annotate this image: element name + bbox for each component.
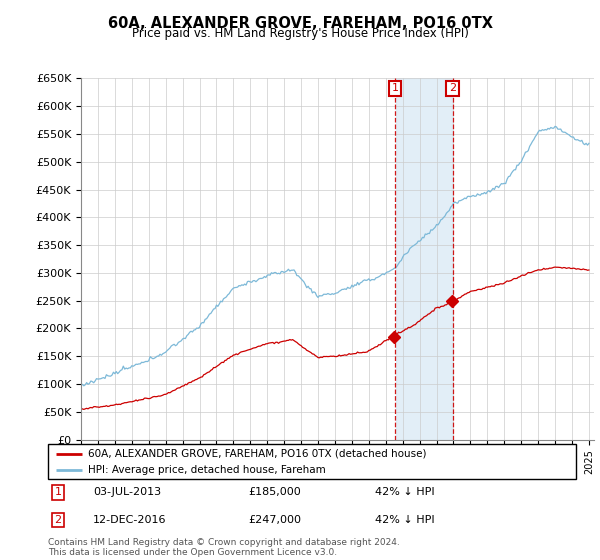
Text: 42% ↓ HPI: 42% ↓ HPI (376, 515, 435, 525)
Text: HPI: Average price, detached house, Fareham: HPI: Average price, detached house, Fare… (88, 465, 325, 475)
FancyBboxPatch shape (48, 444, 576, 479)
Text: 42% ↓ HPI: 42% ↓ HPI (376, 487, 435, 497)
Text: 2: 2 (449, 83, 456, 94)
Text: 03-JUL-2013: 03-JUL-2013 (93, 487, 161, 497)
Text: 60A, ALEXANDER GROVE, FAREHAM, PO16 0TX: 60A, ALEXANDER GROVE, FAREHAM, PO16 0TX (107, 16, 493, 31)
Text: 1: 1 (55, 487, 61, 497)
Text: £185,000: £185,000 (248, 487, 301, 497)
Text: 12-DEC-2016: 12-DEC-2016 (93, 515, 166, 525)
Text: Price paid vs. HM Land Registry's House Price Index (HPI): Price paid vs. HM Land Registry's House … (131, 27, 469, 40)
Text: 2: 2 (55, 515, 61, 525)
Text: £247,000: £247,000 (248, 515, 302, 525)
Text: 60A, ALEXANDER GROVE, FAREHAM, PO16 0TX (detached house): 60A, ALEXANDER GROVE, FAREHAM, PO16 0TX … (88, 449, 426, 459)
Text: 1: 1 (391, 83, 398, 94)
Text: Contains HM Land Registry data © Crown copyright and database right 2024.
This d: Contains HM Land Registry data © Crown c… (48, 538, 400, 557)
